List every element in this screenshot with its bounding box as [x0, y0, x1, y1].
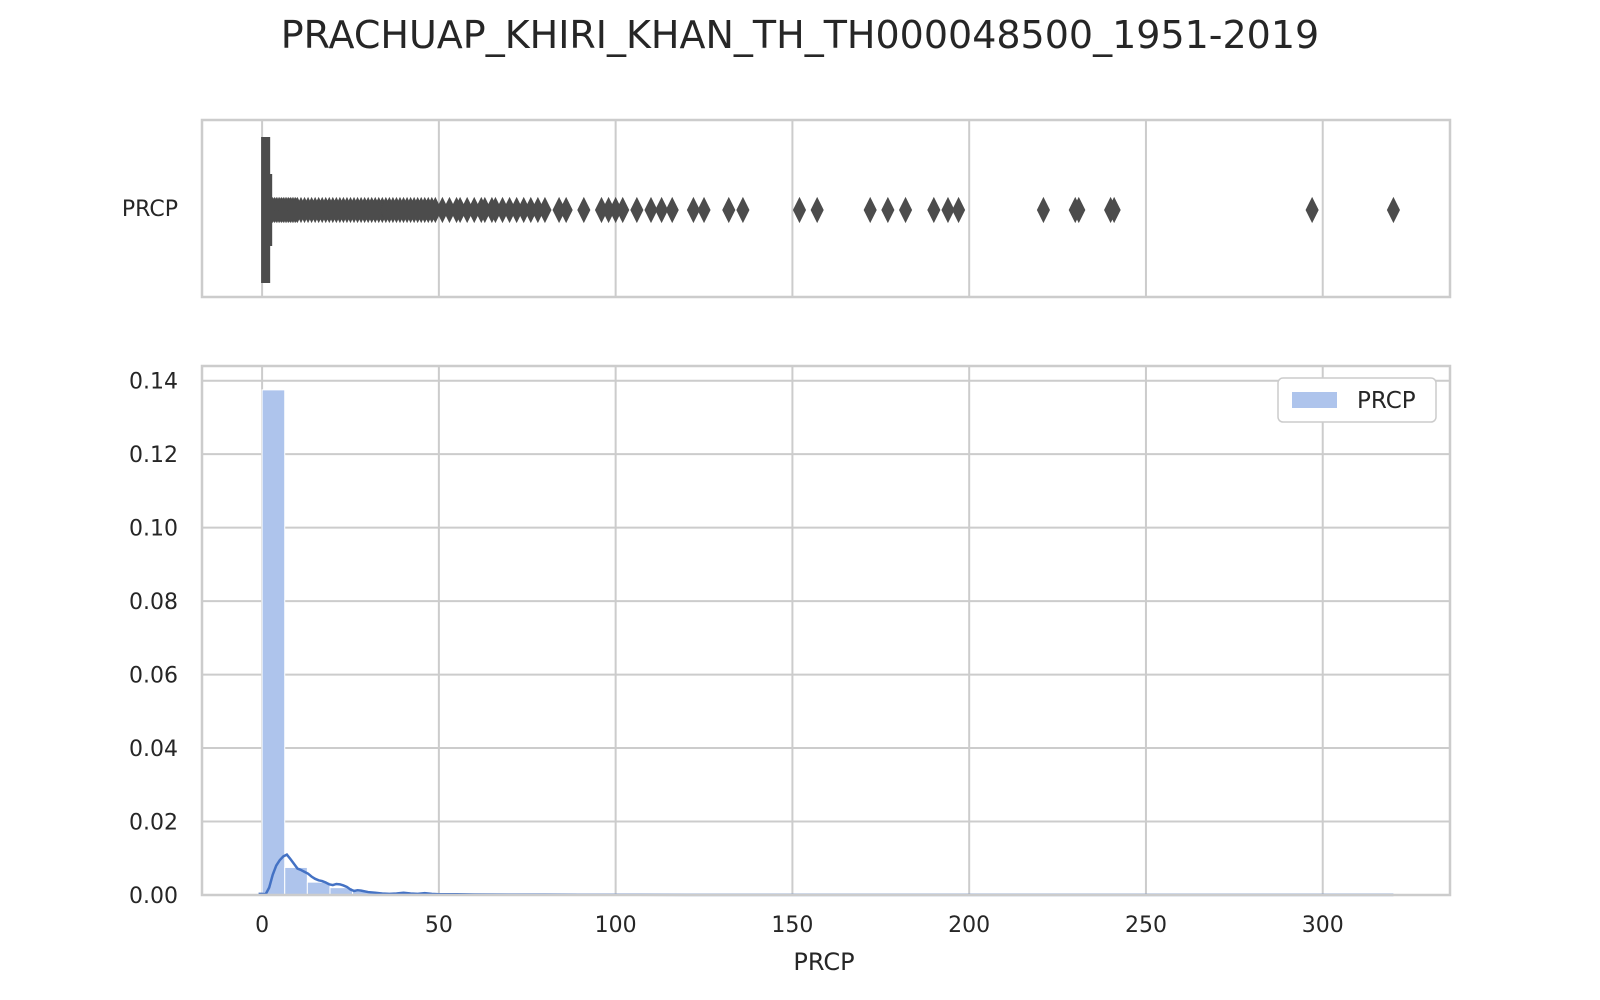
boxplot-outlier — [1107, 196, 1121, 224]
x-tick-label: 300 — [1302, 913, 1344, 938]
x-tick-label: 150 — [771, 913, 813, 938]
x-axis-label: PRCP — [793, 948, 854, 976]
y-tick-label: 0.14 — [129, 370, 178, 395]
y-tick-label: 0.04 — [129, 737, 178, 762]
boxplot-frame — [200, 118, 1452, 299]
y-tick-label: 0.02 — [129, 811, 178, 836]
boxplot-outlier — [736, 196, 750, 224]
legend-frame — [1277, 377, 1437, 423]
legend: PRCP — [1277, 377, 1437, 423]
boxplot-outlier — [863, 196, 877, 224]
histogram-panel: 0.00 0.02 0.04 0.06 0.08 0.10 0.12 0.14 0 50 100 1… — [129, 364, 1452, 976]
boxplot-outlier — [792, 196, 807, 224]
x-tick-label: 250 — [1125, 913, 1167, 938]
y-tick-label: 0.00 — [129, 884, 178, 909]
boxplot-marks — [261, 137, 1400, 283]
boxplot-outlier — [630, 196, 644, 224]
histogram-bar — [261, 389, 286, 896]
boxplot-outlier — [898, 196, 913, 224]
boxplot-category-label: PRCP — [122, 197, 178, 222]
boxplot-outlier — [559, 196, 573, 224]
boxplot-outlier — [722, 196, 736, 224]
boxplot-outlier — [686, 196, 700, 224]
boxplot-outlier — [1072, 196, 1086, 224]
boxplot-outlier — [655, 196, 669, 224]
x-axis-ticks: 0 50 100 150 200 250 300 — [255, 913, 1344, 938]
chart-title: PRACHUAP_KHIRI_KHAN_TH_TH000048500_1951-… — [281, 13, 1319, 57]
boxplot-outlier — [927, 196, 941, 224]
y-tick-label: 0.10 — [129, 517, 178, 542]
x-tick-label: 200 — [948, 913, 990, 938]
x-tick-label: 50 — [425, 913, 453, 938]
y-tick-label: 0.06 — [129, 664, 178, 689]
legend-label: PRCP — [1357, 388, 1416, 414]
boxplot-outlier — [952, 196, 966, 224]
boxplot-outlier — [538, 196, 552, 224]
y-axis-ticks: 0.00 0.02 0.04 0.06 0.08 0.10 0.12 0.14 — [129, 370, 178, 909]
boxplot-outlier — [1386, 196, 1400, 224]
boxplot-outlier — [1036, 196, 1050, 224]
boxplot-outlier — [810, 196, 824, 224]
boxplot-outlier — [1305, 196, 1319, 224]
boxplot-outlier — [616, 196, 630, 224]
x-tick-label: 100 — [595, 913, 637, 938]
boxplot-outlier — [665, 196, 679, 224]
y-tick-label: 0.08 — [129, 590, 178, 615]
boxplot-panel: PRCP — [122, 118, 1452, 299]
boxplot-outlier — [644, 196, 658, 224]
boxplot-outlier — [577, 196, 591, 224]
boxplot-outlier — [697, 196, 711, 224]
histogram-frame — [200, 364, 1452, 897]
boxplot-outlier — [941, 196, 955, 224]
x-tick-label: 0 — [255, 913, 269, 938]
boxplot-outlier — [881, 196, 895, 224]
y-tick-label: 0.12 — [129, 443, 178, 468]
legend-swatch — [1292, 392, 1337, 408]
